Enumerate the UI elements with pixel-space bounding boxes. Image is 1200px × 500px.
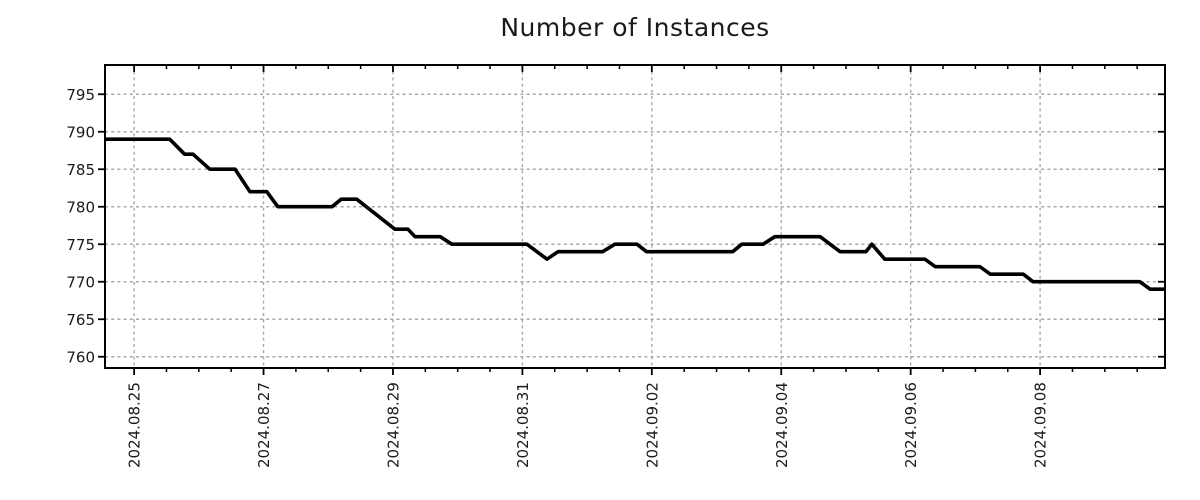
y-tick-label: 770 xyxy=(66,273,95,291)
y-tick-label: 775 xyxy=(66,236,95,254)
y-tick-label: 795 xyxy=(66,86,95,104)
x-tick-label: 2024.08.31 xyxy=(514,382,532,468)
x-tick-label: 2024.08.27 xyxy=(255,382,273,468)
series-line xyxy=(105,137,1165,292)
x-tick-label: 2024.08.29 xyxy=(384,382,402,468)
x-tick-label: 2024.09.02 xyxy=(643,382,661,468)
y-tick-label: 785 xyxy=(66,161,95,179)
chart-title: Number of Instances xyxy=(500,13,770,42)
y-tick-label: 790 xyxy=(66,123,95,141)
x-tick-label: 2024.08.25 xyxy=(126,382,144,468)
y-tick-label: 780 xyxy=(66,198,95,216)
x-tick-label: 2024.09.04 xyxy=(773,382,791,468)
plot-border xyxy=(104,64,1166,369)
y-tick-label: 760 xyxy=(66,348,95,366)
x-tick-label: 2024.09.06 xyxy=(902,382,920,468)
y-tick-label: 765 xyxy=(66,311,95,329)
x-tick-label: 2024.09.08 xyxy=(1032,382,1050,468)
